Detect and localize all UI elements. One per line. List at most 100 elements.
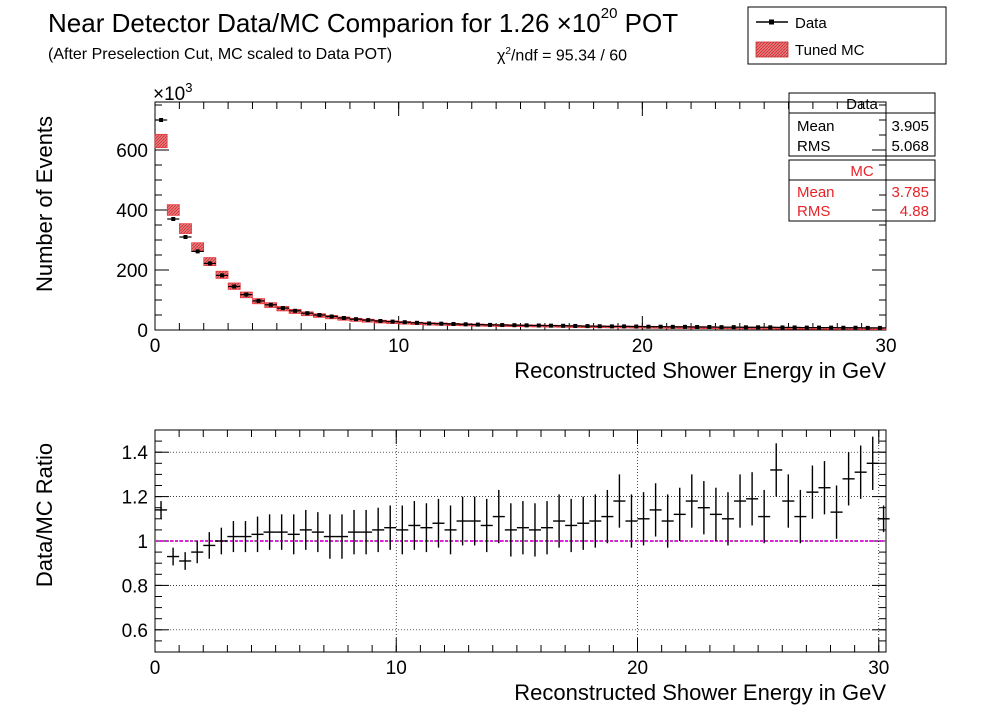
- ratio-y-tick-label: 1.2: [122, 488, 148, 509]
- ratio-y-tick-label: 1: [137, 532, 148, 553]
- data-point: [329, 314, 334, 319]
- top-y-tick-label: 200: [116, 261, 148, 282]
- data-point: [695, 325, 700, 329]
- ratio-y-tick-label: 1.4: [122, 443, 149, 464]
- ratio-plot: 0 10 20 30 0.6 0.8 1 1.2 1.4 Reconstructed Shower…: [32, 429, 890, 705]
- data-point: [561, 323, 566, 328]
- legend-data-marker: [769, 19, 774, 25]
- top-y-tick-label: 600: [116, 141, 148, 162]
- data-point: [500, 323, 505, 328]
- data-point: [390, 319, 395, 324]
- data-point: [159, 118, 164, 122]
- data-point: [719, 325, 724, 330]
- ratio-y-tick-label: 0.6: [122, 621, 148, 642]
- data-point: [609, 324, 614, 329]
- data-point: [220, 273, 225, 278]
- data-point: [402, 320, 407, 325]
- data-point: [232, 284, 237, 289]
- data-point: [317, 313, 322, 317]
- stats-mc-mean-label: Mean: [797, 184, 835, 201]
- stats-data-rms-value: 5.068: [891, 138, 929, 155]
- data-point: [853, 325, 858, 330]
- data-point: [280, 306, 285, 311]
- top-x-axis-title: Reconstructed Shower Energy in GeV: [514, 358, 886, 383]
- top-y-tick-label: 0: [137, 321, 148, 342]
- data-point: [256, 298, 261, 303]
- ratio-x-tick-label: 30: [868, 658, 889, 679]
- data-point: [341, 316, 346, 320]
- data-point: [195, 249, 200, 254]
- data-point: [756, 325, 761, 330]
- data-point: [622, 324, 627, 329]
- data-point: [707, 325, 712, 329]
- data-point: [597, 324, 602, 329]
- ratio-x-tick-label: 20: [627, 658, 648, 679]
- legend-data-label: Data: [795, 15, 827, 32]
- data-point: [293, 308, 298, 313]
- data-point: [829, 325, 834, 330]
- data-point: [451, 322, 456, 326]
- legend: Data Tuned MC: [747, 6, 947, 65]
- data-point: [634, 324, 639, 329]
- data-point: [439, 321, 444, 326]
- stats-mc-title: MC: [850, 163, 873, 180]
- ratio-y-tick-label: 0.8: [122, 576, 148, 597]
- ratio-x-tick-label: 0: [150, 658, 161, 679]
- data-point: [682, 324, 687, 329]
- top-x-tick-label: 30: [875, 336, 896, 357]
- data-point: [865, 325, 870, 330]
- data-point: [816, 325, 821, 330]
- data-point: [536, 323, 541, 328]
- ratio-y-axis-title: Data/MC Ratio: [32, 443, 57, 587]
- data-point: [524, 323, 529, 328]
- data-point: [171, 217, 176, 221]
- ratio-x-tick-label: 10: [386, 658, 407, 679]
- data-point: [183, 235, 188, 239]
- legend-mc-label: Tuned MC: [795, 42, 865, 59]
- stats-mc-rms-value: 4.88: [900, 203, 929, 220]
- chart-title: Near Detector Data/MC Comparion for 1.26…: [48, 5, 679, 38]
- mc-band-bin: [179, 223, 192, 234]
- data-point: [378, 319, 383, 323]
- data-point: [427, 321, 432, 326]
- stats-data-title: Data: [846, 96, 878, 113]
- data-point: [305, 311, 310, 316]
- data-point: [573, 323, 578, 328]
- data-point: [488, 322, 493, 327]
- data-point: [512, 323, 517, 328]
- top-x-tick-label: 20: [632, 336, 653, 357]
- data-point: [366, 318, 371, 323]
- top-y-axis-title: Number of Events: [32, 116, 57, 292]
- mc-band-bin: [166, 204, 180, 216]
- top-frame: [154, 101, 887, 331]
- stats-mc-rms-label: RMS: [797, 203, 830, 220]
- data-point: [244, 292, 249, 297]
- top-x-tick-label: 10: [388, 336, 409, 357]
- data-point: [548, 323, 553, 328]
- data-point: [658, 324, 663, 329]
- data-point: [768, 325, 773, 330]
- top-plot: 0 10 20 30 0 200 400 600 Reconstructed Shower En…: [32, 80, 897, 383]
- top-y-tick-label: 400: [116, 201, 148, 222]
- mc-band-bin: [154, 133, 168, 149]
- data-point: [841, 325, 846, 330]
- data-point: [792, 325, 797, 330]
- data-point: [475, 322, 480, 327]
- stats-data-mean-label: Mean: [797, 118, 835, 135]
- top-y-exponent-power: 3: [185, 80, 192, 95]
- chi2-label: χ2/ndf = 95.34 / 60: [497, 46, 628, 65]
- data-point: [463, 322, 468, 327]
- legend-mc-swatch: [755, 41, 789, 58]
- data-point: [877, 325, 882, 330]
- top-x-tick-label: 0: [150, 336, 161, 357]
- top-y-exponent: ×103: [153, 80, 192, 105]
- data-point: [354, 317, 359, 322]
- data-point: [670, 324, 675, 329]
- data-point: [731, 325, 736, 330]
- stats-mc-frame: [788, 159, 936, 222]
- stats-data-rms-label: RMS: [797, 138, 830, 155]
- data-point: [743, 325, 748, 330]
- data-point: [780, 325, 785, 330]
- data-point: [585, 324, 590, 329]
